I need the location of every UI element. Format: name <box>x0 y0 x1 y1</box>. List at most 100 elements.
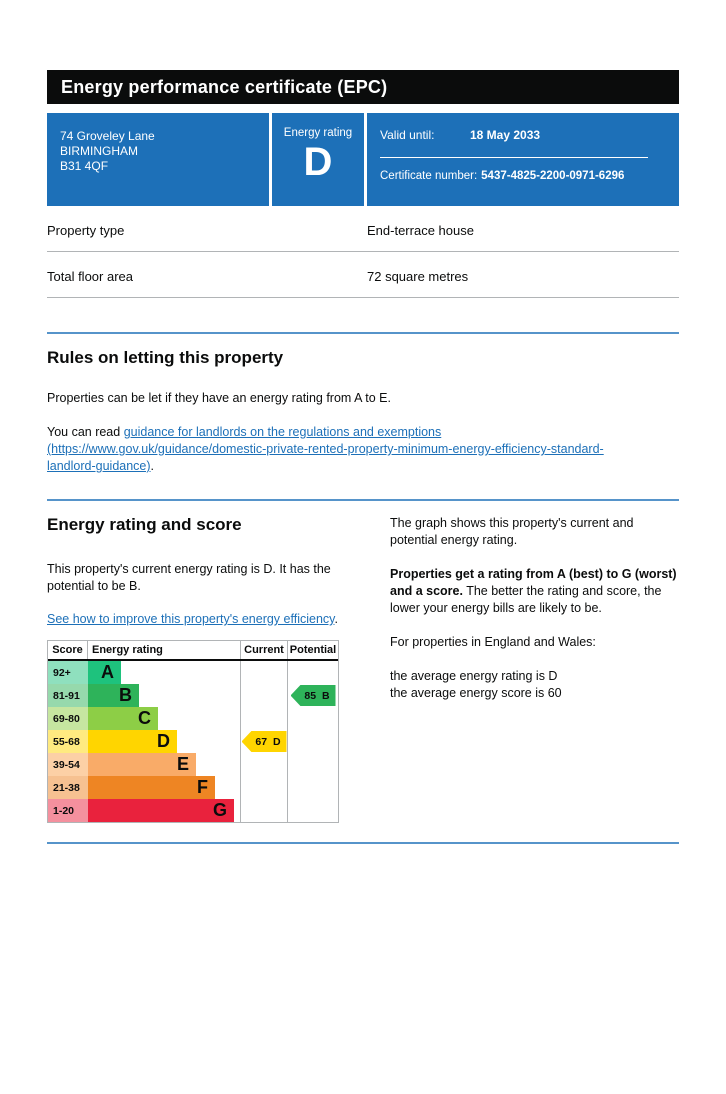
landlord-guidance-link[interactable]: guidance for landlords on the regulation… <box>47 425 604 473</box>
epc-band-row: 81-91 B 85 B <box>48 684 338 707</box>
table-row: Total floor area 72 square metres <box>47 252 679 298</box>
epc-header-rating: Energy rating <box>88 641 241 659</box>
epc-band-bar-cell: F <box>88 776 241 799</box>
epc-band-score: 69-80 <box>48 707 88 730</box>
improve-efficiency-link[interactable]: See how to improve this property's energ… <box>47 612 335 626</box>
epc-current-cell <box>241 753 288 776</box>
epc-band-score: 1-20 <box>48 799 88 822</box>
floor-area-value: 72 square metres <box>367 269 469 284</box>
address-line-2: BIRMINGHAM <box>60 144 138 158</box>
rules-paragraph: Properties can be let if they have an en… <box>47 391 391 405</box>
address-line-1: 74 Groveley Lane <box>60 129 155 143</box>
current-rating-paragraph: This property's current energy rating is… <box>47 562 331 593</box>
epc-band-row: 1-20 G <box>48 799 338 822</box>
epc-band-score: 92+ <box>48 661 88 684</box>
epc-potential-cell <box>288 799 338 822</box>
page-title: Energy performance certificate (EPC) <box>61 76 388 97</box>
floor-area-label: Total floor area <box>47 269 133 284</box>
epc-potential-cell <box>288 730 338 753</box>
guidance-text-suffix: . <box>150 459 155 473</box>
certificate-summary-box: 74 Groveley Lane BIRMINGHAM B31 4QF Ener… <box>47 113 679 206</box>
energy-rating-section: Energy rating and score This property's … <box>47 515 679 823</box>
epc-potential-cell <box>288 661 338 684</box>
average-rating-paragraph: the average energy rating is D the avera… <box>390 668 679 702</box>
epc-band-bar: G <box>88 799 234 822</box>
epc-band-row: 39-54 E <box>48 753 338 776</box>
epc-band-score: 21-38 <box>48 776 88 799</box>
epc-current-cell <box>241 684 288 707</box>
improve-efficiency-paragraph: See how to improve this property's energ… <box>47 611 347 628</box>
guidance-text-prefix: You can read <box>47 425 124 439</box>
epc-potential-cell <box>288 753 338 776</box>
epc-current-cell <box>241 776 288 799</box>
epc-potential-arrow: 85 B <box>290 685 336 706</box>
validity-divider <box>380 157 648 158</box>
rules-guidance-paragraph: You can read guidance for landlords on t… <box>47 424 647 475</box>
epc-band-bar-cell: C <box>88 707 241 730</box>
epc-band-score: 39-54 <box>48 753 88 776</box>
average-rating-line: the average energy rating is D <box>390 669 558 683</box>
epc-current-cell <box>241 707 288 730</box>
epc-band-bar: F <box>88 776 215 799</box>
section-divider <box>47 842 679 844</box>
epc-header-score: Score <box>48 641 88 659</box>
epc-band-row: 69-80 C <box>48 707 338 730</box>
rules-section-heading: Rules on letting this property <box>47 348 284 367</box>
england-wales-paragraph: For properties in England and Wales: <box>390 635 596 649</box>
epc-header-current: Current <box>241 641 288 659</box>
epc-band-bar-cell: G <box>88 799 241 822</box>
epc-current-score: 67 <box>255 735 268 748</box>
epc-potential-cell <box>288 776 338 799</box>
certificate-number-label: Certificate number: <box>380 170 478 182</box>
epc-chart-header: Score Energy rating Current Potential <box>48 641 338 661</box>
energy-rating-left-column: Energy rating and score This property's … <box>47 515 384 823</box>
average-score-line: the average energy score is 60 <box>390 686 562 700</box>
energy-rating-heading: Energy rating and score <box>47 515 242 534</box>
valid-until-label: Valid until: <box>380 128 435 142</box>
energy-rating-right-column: The graph shows this property's current … <box>384 515 679 823</box>
rating-explanation-rest: The better the rating and score, the low… <box>390 584 662 615</box>
epc-band-bar: B <box>88 684 139 707</box>
page: Energy performance certificate (EPC) 74 … <box>47 70 679 844</box>
property-type-value: End-terrace house <box>367 223 474 238</box>
address-line-3: B31 4QF <box>60 159 109 173</box>
epc-chart-body: 92+ A 81-91 B 85 B 69-80 C 55-68 D 67 D 39-54 E 21-38 F… <box>48 661 338 822</box>
property-type-label: Property type <box>47 223 125 238</box>
epc-band-row: 21-38 F <box>48 776 338 799</box>
rating-explanation-bold: Properties get a rating from A (best) to… <box>390 567 677 598</box>
epc-band-bar: E <box>88 753 196 776</box>
epc-current-cell <box>241 661 288 684</box>
epc-header-potential: Potential <box>289 644 337 656</box>
improve-link-suffix: . <box>334 612 338 626</box>
epc-band-score: 81-91 <box>48 684 88 707</box>
table-row: Property type End-terrace house <box>47 206 679 252</box>
epc-rating-chart: Score Energy rating Current Potential 92… <box>47 640 339 823</box>
energy-rating-label: Energy rating <box>283 127 353 139</box>
section-divider <box>47 332 679 334</box>
epc-band-row: 55-68 D 67 D <box>48 730 338 753</box>
epc-current-arrow: 67 D <box>241 731 287 752</box>
epc-band-bar-cell: A <box>88 661 241 684</box>
epc-band-score: 55-68 <box>48 730 88 753</box>
epc-current-letter: D <box>273 735 281 748</box>
epc-band-bar: D <box>88 730 177 753</box>
certificate-number-value: 5437-4825-2200-0971-6296 <box>481 170 625 182</box>
epc-band-bar-cell: B <box>88 684 241 707</box>
epc-current-cell: 67 D <box>241 730 288 753</box>
epc-potential-cell <box>288 707 338 730</box>
energy-rating-panel: Energy rating D <box>272 113 364 206</box>
epc-band-bar-cell: E <box>88 753 241 776</box>
epc-potential-cell: 85 B <box>288 684 338 707</box>
validity-panel: Valid until: 18 May 2033 Certificate num… <box>367 113 679 206</box>
epc-band-bar-cell: D <box>88 730 241 753</box>
graph-description-paragraph: The graph shows this property's current … <box>390 516 634 547</box>
epc-potential-score: 85 <box>304 689 317 702</box>
document-title-bar: Energy performance certificate (EPC) <box>47 70 679 104</box>
energy-rating-letter: D <box>303 140 333 184</box>
epc-current-cell <box>241 799 288 822</box>
epc-band-bar: A <box>88 661 121 684</box>
epc-band-bar: C <box>88 707 158 730</box>
epc-band-row: 92+ A <box>48 661 338 684</box>
valid-until-value: 18 May 2033 <box>470 128 541 142</box>
property-address-panel: 74 Groveley Lane BIRMINGHAM B31 4QF <box>47 113 269 206</box>
